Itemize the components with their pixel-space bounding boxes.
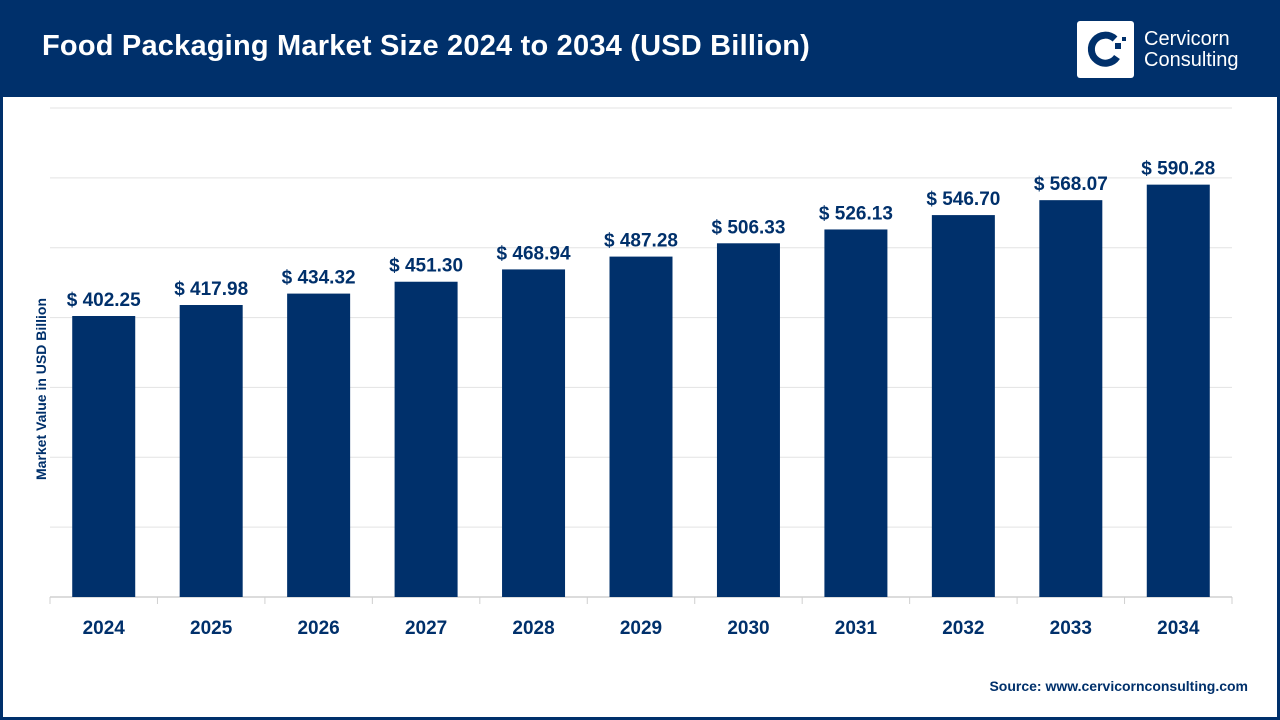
bar-2025 — [179, 305, 243, 597]
bar-2024 — [72, 315, 136, 597]
data-label: $ 590.28 — [1141, 159, 1215, 180]
data-label: $ 402.25 — [67, 290, 141, 311]
x-tick-label: 2031 — [835, 618, 878, 639]
x-tick-label: 2025 — [190, 618, 233, 639]
x-tick-label: 2028 — [512, 618, 554, 639]
data-label: $ 546.70 — [926, 189, 1000, 210]
data-label: $ 468.94 — [497, 243, 571, 264]
x-tick-label: 2026 — [297, 618, 339, 639]
data-label: $ 434.32 — [282, 268, 356, 289]
bar-2027 — [394, 281, 458, 597]
x-tick-label: 2034 — [1157, 618, 1200, 639]
cervicorn-logo: Cervicorn Consulting — [1077, 21, 1239, 78]
data-label: $ 506.33 — [711, 217, 785, 238]
bar-2033 — [1039, 200, 1103, 597]
bar-2032 — [931, 215, 995, 597]
chart-title: Food Packaging Market Size 2024 to 2034 … — [42, 30, 811, 62]
logo-text-line2: Consulting — [1144, 48, 1239, 71]
bar-2026 — [287, 293, 351, 597]
data-label: $ 487.28 — [604, 231, 678, 252]
header-bar: Food Packaging Market Size 2024 to 2034 … — [0, 0, 1280, 97]
bar-2028 — [502, 269, 566, 597]
data-label: $ 568.07 — [1034, 174, 1108, 195]
x-tick-label: 2030 — [727, 618, 769, 639]
x-tick-label: 2027 — [405, 618, 447, 639]
logo-mark-icon — [1077, 21, 1134, 78]
y-axis-label: Market Value in USD Billion — [33, 298, 49, 480]
logo-text-line1: Cervicorn — [1144, 27, 1230, 50]
data-label: $ 417.98 — [174, 279, 248, 300]
bar-2031 — [824, 229, 888, 597]
x-tick-label: 2029 — [620, 618, 662, 639]
x-tick-label: 2032 — [942, 618, 984, 639]
bar-2030 — [716, 243, 780, 597]
data-label: $ 451.30 — [389, 256, 463, 277]
bar-2034 — [1146, 184, 1210, 597]
source-text: Source: www.cervicornconsulting.com — [989, 678, 1248, 694]
bar-2029 — [609, 256, 673, 597]
x-tick-label: 2033 — [1050, 618, 1092, 639]
data-label: $ 526.13 — [819, 203, 893, 224]
x-tick-label: 2024 — [83, 618, 126, 639]
